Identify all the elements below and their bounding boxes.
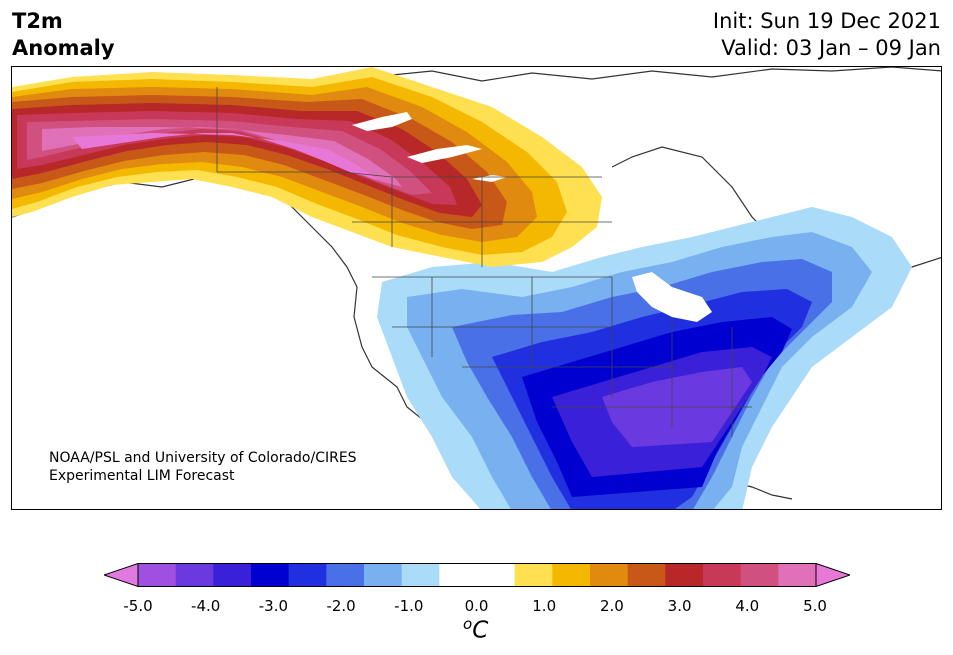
colorbar-cell	[213, 563, 252, 587]
colorbar-tick-label: -2.0	[326, 597, 356, 615]
colorbar-cell	[138, 563, 177, 587]
credit-line-1: NOAA/PSL and University of Colorado/CIRE…	[49, 450, 357, 466]
colorbar	[104, 563, 850, 587]
unit-letter: C	[472, 617, 489, 644]
colorbar-unit: oC	[463, 615, 488, 644]
map-canvas	[12, 67, 941, 509]
anomaly-map	[11, 66, 942, 510]
colorbar-cell	[364, 563, 403, 587]
colorbar-cells	[104, 563, 850, 587]
colorbar-tick-label: 1.0	[532, 597, 557, 615]
colorbar-cell	[326, 563, 365, 587]
colorbar-tick-label: 4.0	[735, 597, 760, 615]
colorbar-cell	[514, 563, 553, 587]
colorbar-tick-label: 0.0	[464, 597, 489, 615]
colorbar-cell	[778, 563, 817, 587]
colorbar-tick-label: -3.0	[258, 597, 289, 615]
colorbar-tick-label: -4.0	[191, 597, 221, 615]
colorbar-tick-label: -1.0	[394, 597, 424, 615]
forecast-credit: NOAA/PSL and University of Colorado/CIRE…	[49, 449, 357, 485]
colorbar-extend-low	[104, 563, 139, 587]
map-title: T2m Anomaly	[12, 8, 115, 62]
colorbar-cell	[627, 563, 666, 587]
colorbar-tick-label: 3.0	[667, 597, 692, 615]
cold-anomaly	[377, 207, 912, 509]
colorbar-cell	[401, 563, 440, 587]
colorbar-outline	[137, 563, 817, 587]
colorbar-tick-label: -5.0	[123, 597, 153, 615]
colorbar-cell	[251, 563, 290, 587]
colorbar-cell	[439, 563, 478, 587]
colorbar-tick-label: 5.0	[803, 597, 827, 615]
colorbar-tick-label: 2.0	[599, 597, 624, 615]
warm-anomaly	[12, 67, 602, 267]
colorbar-cell	[175, 563, 214, 587]
colorbar-cell	[590, 563, 629, 587]
colorbar-cell	[665, 563, 704, 587]
forecast-dates: Init: Sun 19 Dec 2021 Valid: 03 Jan – 09…	[713, 8, 941, 62]
colorbar-cell	[288, 563, 327, 587]
valid-period: Valid: 03 Jan – 09 Jan	[721, 36, 941, 60]
colorbar-cell	[703, 563, 742, 587]
colorbar-cell	[477, 563, 516, 587]
credit-line-2: Experimental LIM Forecast	[49, 468, 235, 484]
init-date: Init: Sun 19 Dec 2021	[712, 9, 941, 33]
title-line-1: T2m	[12, 9, 63, 33]
colorbar-extend-high	[815, 563, 850, 587]
political-borders	[216, 87, 752, 437]
colorbar-cell	[552, 563, 591, 587]
unit-degree-symbol: o	[463, 615, 473, 633]
colorbar-cell	[740, 563, 779, 587]
title-line-2: Anomaly	[12, 36, 115, 60]
